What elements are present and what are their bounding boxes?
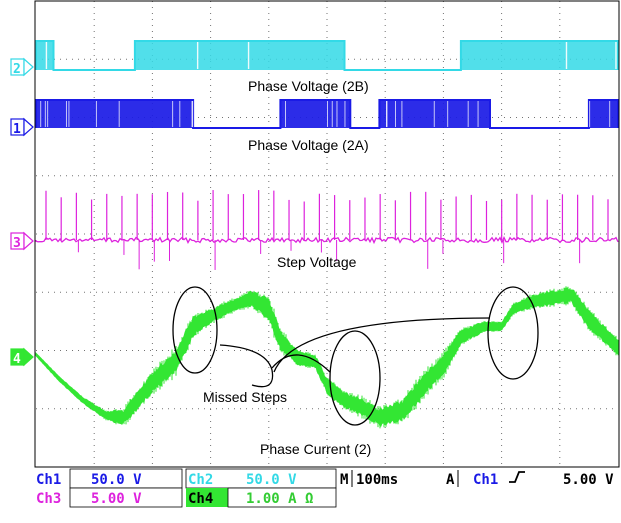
ch3-scale-box [69,487,183,508]
trigger-source: Ch1 [473,472,498,488]
channel-4-marker-arrow [23,347,34,367]
channel-1-marker-arrow [23,117,34,137]
channel-2-marker-arrow [23,57,34,77]
phase-voltage-2b-label: Phase Voltage (2B) [248,78,369,94]
ch4-label: Ch4 [188,491,213,507]
pwm-burst-block [460,41,618,70]
channel-3-trace [35,190,619,270]
ch1-scale: 50.0 V [91,472,142,488]
step-voltage-label: Step Voltage [277,254,357,270]
pwm-burst-block [588,100,618,128]
rising-edge-icon [509,471,525,483]
channel-1-trace [35,99,619,129]
channel-4-trace [35,286,619,429]
pwm-burst-block [36,100,194,128]
phase-current-label: Phase Current (2) [260,441,371,457]
timebase-prefix: M [340,472,348,488]
current-envelope [35,287,619,427]
ch4-scale-box [227,487,337,508]
step-baseline [35,236,619,245]
pwm-burst-block [36,41,54,70]
trigger-mode: A [446,472,455,488]
ch4-scale: 1.00 A Ω [246,491,313,507]
channel-3-marker-arrow [23,231,34,251]
trigger-level: 5.00 V [563,472,614,488]
pwm-burst-block [280,100,351,128]
ch2-scale: 50.0 V [246,472,297,488]
status-bar: Ch1 50.0 V Ch2 50.0 V Ch3 5.00 V Ch4 1.0… [36,468,614,508]
callout-line [219,344,274,388]
channel-2-trace [35,40,619,71]
ch3-scale: 5.00 V [91,491,142,507]
channel-1-marker-label: 1 [13,122,21,137]
callout-line [271,354,331,373]
ch2-label: Ch2 [188,472,213,488]
phase-voltage-2a-label: Phase Voltage (2A) [248,137,369,153]
missed-step-ellipse [329,330,381,426]
annotation-ellipses [172,286,539,426]
plot-frame [34,0,620,468]
missed-step-ellipse [487,286,539,380]
channel-4-marker-label: 4 [13,352,21,367]
ch4-label-highlight [186,488,228,507]
ch3-label: Ch3 [36,491,61,507]
missed-steps-label: Missed Steps [203,389,287,405]
timebase-value: 100ms [356,472,398,488]
ch1-label: Ch1 [36,472,61,488]
callout-line [273,317,491,373]
missed-step-ellipse [172,286,218,374]
pwm-burst-block [379,100,490,128]
channel-markers: 2 1 3 4 [10,57,34,367]
pwm-burst-block [134,41,345,70]
channel-3-marker-label: 3 [13,236,21,251]
channel-2-marker-label: 2 [13,62,21,77]
